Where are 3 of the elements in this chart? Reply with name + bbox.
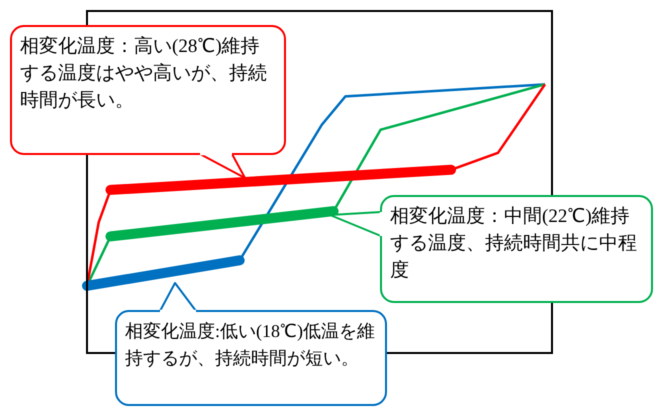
annotation: 相変化温度：高い(28℃)維持する温度はやや高いが、持続時間が長い。	[10, 25, 286, 155]
annotation: 相変化温度：中間(22℃)維持する温度、持続時間共に中程度	[380, 195, 653, 303]
annotation: 相変化温度:低い(18℃)低温を維持するが、持続時間が短い。	[115, 310, 387, 406]
